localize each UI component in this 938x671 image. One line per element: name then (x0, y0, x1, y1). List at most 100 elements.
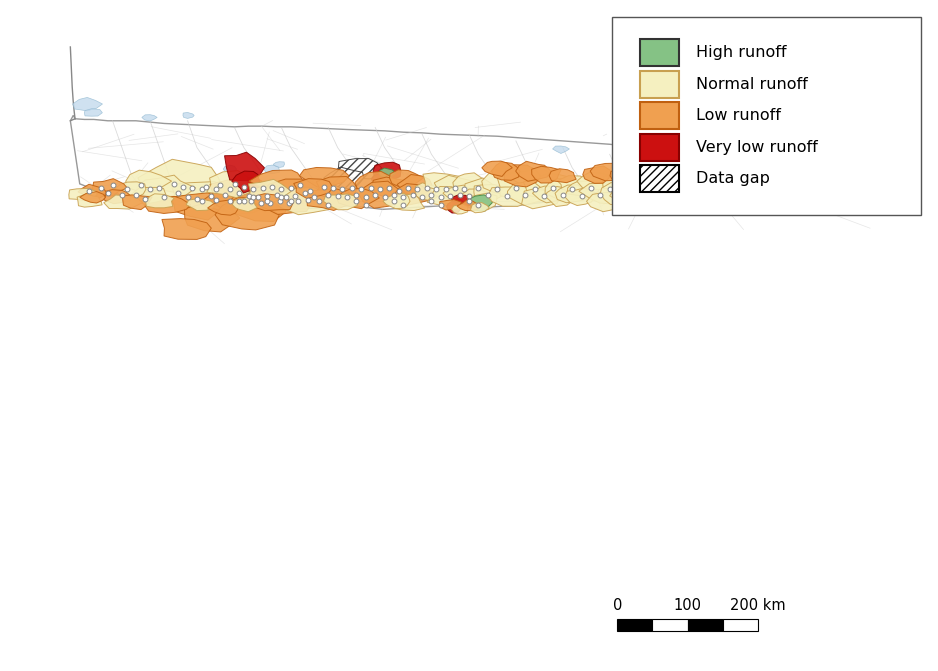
Polygon shape (70, 115, 893, 211)
Polygon shape (465, 193, 497, 210)
Polygon shape (727, 183, 752, 199)
Polygon shape (745, 148, 756, 154)
Polygon shape (522, 189, 560, 209)
Text: Low runoff: Low runoff (696, 108, 780, 123)
Polygon shape (779, 183, 797, 193)
Bar (722, 619, 758, 631)
Polygon shape (482, 161, 512, 176)
Polygon shape (590, 163, 629, 180)
Polygon shape (668, 167, 694, 181)
Polygon shape (313, 176, 357, 199)
Polygon shape (610, 188, 646, 205)
Polygon shape (206, 170, 250, 198)
Polygon shape (673, 179, 702, 197)
Polygon shape (697, 146, 709, 153)
Bar (640, 70, 679, 97)
Polygon shape (142, 115, 158, 121)
Polygon shape (728, 177, 752, 189)
Polygon shape (92, 178, 128, 196)
Polygon shape (427, 187, 468, 205)
Polygon shape (446, 201, 463, 213)
Polygon shape (738, 180, 764, 193)
Polygon shape (631, 187, 668, 204)
Polygon shape (718, 191, 739, 201)
Polygon shape (532, 166, 561, 183)
Polygon shape (535, 173, 570, 193)
Polygon shape (80, 191, 105, 203)
Polygon shape (830, 189, 850, 197)
Polygon shape (443, 185, 473, 201)
Polygon shape (373, 162, 401, 180)
Bar (640, 134, 679, 160)
Polygon shape (371, 172, 397, 186)
Polygon shape (307, 189, 355, 211)
Polygon shape (769, 178, 788, 190)
Polygon shape (394, 184, 437, 205)
Polygon shape (672, 190, 700, 203)
Polygon shape (545, 187, 577, 207)
Bar (640, 165, 679, 192)
Polygon shape (72, 97, 102, 111)
Polygon shape (602, 172, 634, 191)
Polygon shape (685, 174, 711, 187)
Polygon shape (68, 189, 97, 201)
Polygon shape (567, 181, 600, 196)
Polygon shape (464, 178, 497, 196)
Polygon shape (371, 177, 413, 201)
Bar (617, 619, 652, 631)
Text: 0: 0 (613, 599, 622, 613)
Polygon shape (389, 170, 424, 187)
Bar (653, 619, 688, 631)
Polygon shape (516, 161, 552, 181)
Polygon shape (339, 158, 383, 179)
Polygon shape (702, 183, 727, 196)
Polygon shape (423, 172, 460, 191)
Polygon shape (613, 176, 647, 197)
Polygon shape (469, 195, 492, 211)
Polygon shape (582, 166, 611, 183)
Polygon shape (619, 174, 655, 191)
Polygon shape (719, 179, 744, 193)
Polygon shape (223, 165, 236, 172)
Polygon shape (457, 200, 481, 211)
Text: 200 km: 200 km (730, 599, 786, 613)
Polygon shape (198, 191, 213, 198)
Polygon shape (786, 180, 807, 191)
Polygon shape (826, 184, 846, 193)
Polygon shape (555, 185, 592, 203)
Polygon shape (577, 172, 615, 189)
Text: Normal runoff: Normal runoff (696, 76, 808, 92)
Polygon shape (676, 183, 711, 200)
Polygon shape (145, 194, 174, 208)
Bar (612, 17, 921, 215)
Polygon shape (249, 179, 292, 202)
Polygon shape (232, 171, 261, 193)
Polygon shape (600, 183, 635, 205)
Polygon shape (471, 203, 490, 213)
Polygon shape (131, 187, 166, 204)
Polygon shape (170, 193, 226, 220)
Polygon shape (796, 185, 816, 193)
Polygon shape (138, 159, 221, 195)
Text: Very low runoff: Very low runoff (696, 140, 818, 155)
Polygon shape (104, 190, 130, 204)
Polygon shape (226, 190, 287, 221)
Polygon shape (250, 189, 312, 215)
Polygon shape (690, 177, 722, 192)
Polygon shape (144, 197, 190, 213)
Polygon shape (565, 187, 596, 205)
Polygon shape (324, 167, 364, 189)
Bar (640, 102, 679, 129)
Polygon shape (262, 179, 324, 203)
Polygon shape (126, 170, 172, 193)
Polygon shape (747, 176, 771, 187)
Polygon shape (203, 183, 219, 192)
Polygon shape (169, 182, 231, 207)
Polygon shape (505, 165, 540, 187)
Polygon shape (815, 193, 834, 201)
Polygon shape (507, 178, 549, 205)
Polygon shape (482, 169, 522, 195)
Polygon shape (620, 185, 654, 201)
Polygon shape (874, 185, 890, 193)
Polygon shape (456, 189, 491, 207)
